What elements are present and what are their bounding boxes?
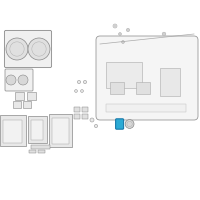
Circle shape (122, 41, 124, 43)
FancyBboxPatch shape (15, 92, 25, 101)
Circle shape (77, 80, 81, 84)
Bar (52, 118, 69, 144)
Bar (49, 114, 72, 147)
Bar (38, 150, 45, 153)
Circle shape (6, 75, 16, 85)
FancyBboxPatch shape (4, 30, 52, 68)
Bar (31, 145, 50, 149)
Bar (29, 150, 36, 153)
Bar (82, 114, 88, 119)
Circle shape (6, 38, 28, 60)
Circle shape (90, 118, 94, 122)
Circle shape (119, 33, 121, 35)
Bar (3, 120, 22, 143)
Bar (106, 104, 186, 112)
Bar (160, 68, 180, 96)
Bar (31, 120, 43, 140)
Bar (82, 107, 88, 112)
FancyBboxPatch shape (116, 119, 124, 129)
FancyBboxPatch shape (96, 36, 198, 120)
Circle shape (28, 38, 50, 60)
Circle shape (94, 124, 98, 128)
Bar (106, 62, 142, 88)
Bar (110, 82, 124, 94)
Bar (74, 107, 80, 112)
Circle shape (162, 32, 166, 36)
FancyBboxPatch shape (5, 69, 33, 91)
Circle shape (75, 90, 77, 92)
Circle shape (81, 90, 83, 92)
Bar (136, 82, 150, 94)
Bar (28, 116, 47, 143)
FancyBboxPatch shape (23, 101, 32, 109)
FancyBboxPatch shape (13, 101, 22, 109)
Circle shape (125, 120, 134, 128)
Circle shape (18, 75, 28, 85)
Circle shape (83, 80, 87, 84)
Bar (74, 114, 80, 119)
Circle shape (126, 28, 130, 32)
Bar (0, 115, 26, 146)
FancyBboxPatch shape (27, 92, 37, 101)
Circle shape (113, 24, 117, 28)
